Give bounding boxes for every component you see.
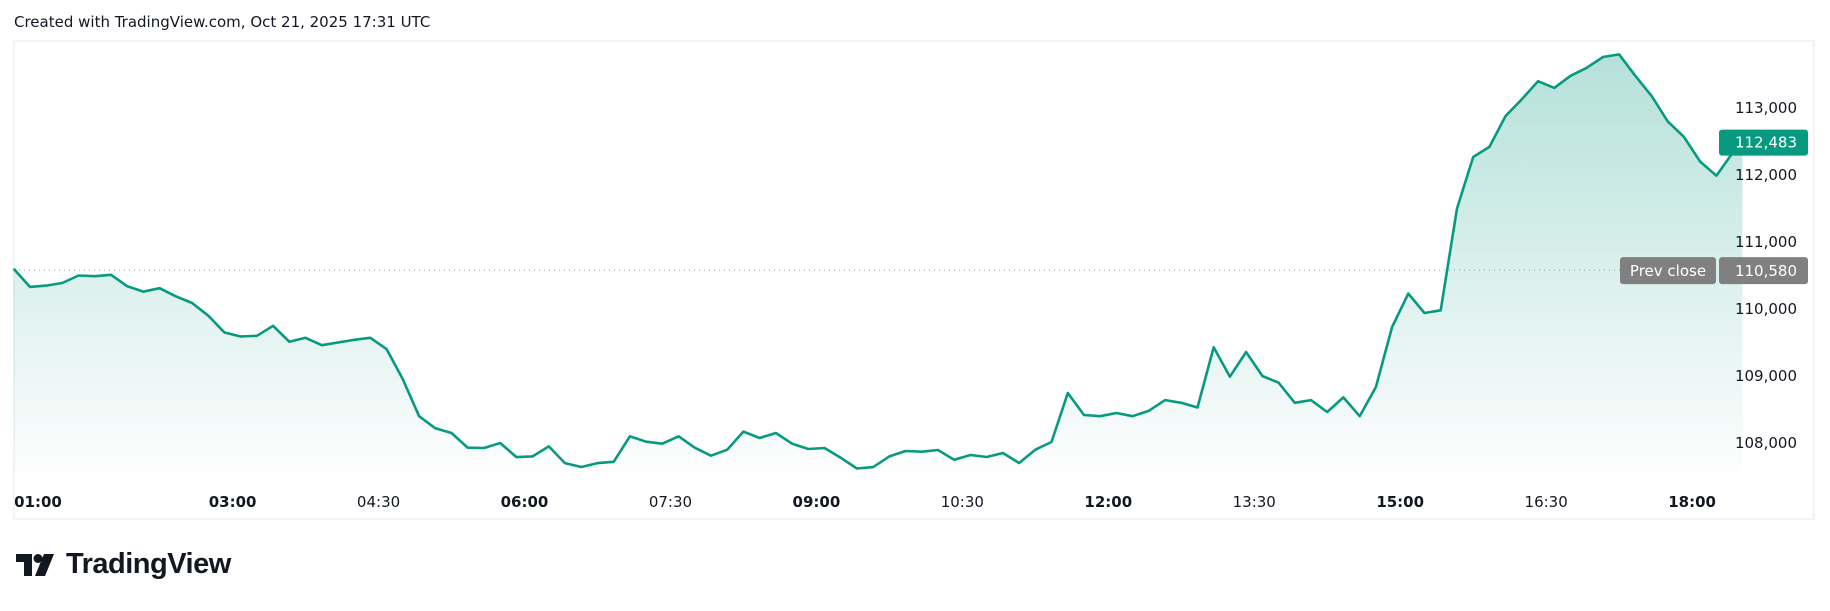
tradingview-logo-icon: [16, 553, 54, 576]
x-tick-label: 04:30: [357, 493, 400, 511]
prev-close-value: 110,580: [1735, 262, 1797, 280]
y-tick-label: 112,000: [1735, 166, 1797, 184]
chart-caption: Created with TradingView.com, Oct 21, 20…: [14, 13, 431, 31]
prev-close-value-badge: [1719, 257, 1808, 285]
x-tick-label: 01:00: [14, 493, 62, 511]
x-tick-label: 16:30: [1525, 493, 1568, 511]
x-tick-label: 12:00: [1084, 493, 1132, 511]
x-tick-label: 09:00: [793, 493, 841, 511]
y-tick-label: 109,000: [1735, 367, 1797, 385]
prev-close-title: Prev close: [1630, 262, 1706, 280]
tradingview-logo-text: TradingView: [66, 548, 231, 580]
prev-close-title-badge: [1620, 257, 1716, 285]
price-area-fill: [13, 54, 1743, 473]
y-tick-label: 111,000: [1735, 233, 1797, 251]
x-tick-label: 06:00: [501, 493, 549, 511]
last-price-badge: [1719, 129, 1808, 156]
y-tick-label: 110,000: [1735, 300, 1797, 318]
x-tick-label: 10:30: [941, 493, 984, 511]
x-tick-label: 18:00: [1668, 493, 1716, 511]
x-tick-label: 13:30: [1233, 493, 1276, 511]
x-tick-label: 15:00: [1376, 493, 1424, 511]
last-price-label: 112,483: [1735, 134, 1797, 152]
x-tick-label: 07:30: [649, 493, 692, 511]
x-tick-label: 03:00: [209, 493, 257, 511]
y-tick-label: 108,000: [1735, 434, 1797, 452]
price-line: [12, 53, 1744, 470]
tradingview-logo[interactable]: TradingView: [16, 548, 231, 581]
y-tick-label: 113,000: [1735, 99, 1797, 117]
